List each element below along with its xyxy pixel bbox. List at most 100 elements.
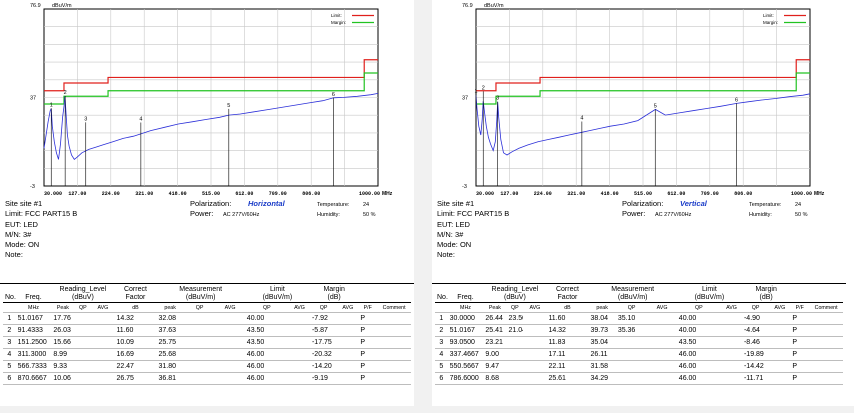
report-panel-vertical: 76.9 dBuV/m 37 -3 30.000 127.00 224.00 321.00 41… [432, 0, 846, 406]
row-limit-avg [288, 372, 310, 385]
mode-value: ON [27, 240, 40, 250]
mn-label: M/N: [437, 229, 453, 239]
marker-label: 1 [474, 89, 477, 95]
mn-label: M/N: [5, 229, 21, 239]
row-meas-peak: 25.75 [156, 336, 184, 349]
row-limit-qp: 40.00 [676, 324, 721, 337]
row-meas-avg [647, 348, 677, 361]
eut-label: EUT: [5, 219, 22, 229]
row-peak: 26.03 [51, 324, 75, 337]
site-label: Site [5, 199, 18, 208]
sub-lqp: QP [244, 302, 289, 313]
row-margin-qp: -4.90 [741, 312, 770, 325]
row-pass-fail: P [358, 360, 378, 373]
temperature-label: Temperature: [317, 202, 350, 208]
row-avg [523, 312, 547, 325]
row-meas-avg [647, 360, 677, 373]
row-comment [809, 360, 843, 373]
marker-label: 2 [482, 85, 485, 91]
row-qp [74, 336, 92, 349]
row-meas-peak: 35.04 [588, 336, 616, 349]
emission-chart: 76.9 dBuV/m37-330.000 127.00 224.00 321.00 41… [462, 3, 825, 197]
sub-peak: Peak [483, 302, 507, 313]
sub-mpeak: peak [156, 302, 184, 313]
row-no: 1 [435, 312, 448, 325]
sub-db: dB [546, 302, 589, 313]
row-freq: 337.4667 [447, 348, 484, 361]
row-meas-qp [615, 360, 648, 373]
row-margin-avg [337, 324, 359, 337]
panel-gap [414, 0, 432, 413]
y-axis-unit: dBuV/m [52, 3, 72, 9]
marker-label: 1 [50, 102, 53, 108]
hdr-limit: Limit (dBuV/m) [694, 286, 725, 301]
row-pass-fail: P [358, 348, 378, 361]
measurement-trace [475, 93, 811, 156]
row-meas-qp [615, 372, 648, 385]
row-freq: 93.0500 [447, 336, 484, 349]
row-margin-qp: -19.89 [741, 348, 770, 361]
mode-label: Mode: [5, 240, 26, 250]
row-pass-fail: P [790, 360, 810, 373]
table-row: 4 311.3000 8.99 16.69 25.68 46.00 -20.32 P [3, 348, 411, 361]
power-value: AC 277V/60Hz [655, 212, 692, 219]
row-qp [74, 348, 92, 361]
row-no: 4 [435, 348, 448, 361]
y-axis-unit: dBuV/m [484, 3, 504, 9]
row-pass-fail: P [358, 372, 378, 385]
row-margin-qp: -8.46 [741, 336, 770, 349]
row-avg [91, 324, 115, 337]
row-qp [74, 360, 92, 373]
row-qp [506, 336, 524, 349]
row-avg [91, 336, 115, 349]
x-tick-label: 1000.00 [791, 191, 812, 197]
row-correct-factor: 11.60 [546, 312, 589, 325]
sub-mgqp: QP [309, 302, 338, 313]
table-top-rule [432, 283, 846, 284]
measurement-trace [43, 93, 379, 160]
x-tick-label: 612.00 [667, 191, 685, 197]
row-peak: 23.21 [483, 336, 507, 349]
row-meas-qp [183, 336, 216, 349]
row-peak: 15.66 [51, 336, 75, 349]
legend-margin-label: Margin: [331, 20, 346, 25]
y-axis-label-37: 37 [30, 95, 36, 101]
hdr-no: No. [437, 294, 448, 301]
row-qp: 21.04 [506, 324, 524, 337]
sub-mavg: AVG [647, 302, 677, 313]
sub-mgqp: QP [741, 302, 770, 313]
note-label: Note: [437, 250, 455, 260]
limit-label: Limit: [5, 209, 23, 219]
sub-mqp: QP [615, 302, 648, 313]
hdr-limit: Limit (dBuV/m) [262, 286, 293, 301]
row-meas-qp [183, 324, 216, 337]
row-limit-qp: 40.00 [676, 312, 721, 325]
site-value: site #1 [452, 199, 475, 208]
row-avg [91, 312, 115, 325]
row-meas-peak: 25.68 [156, 348, 184, 361]
measurement-table: No. Freq. Reading_Level (dBuV) Correct Fac… [435, 285, 843, 385]
row-no: 2 [3, 324, 16, 337]
row-avg [91, 372, 115, 385]
row-correct-factor: 17.11 [546, 348, 589, 361]
marker-label: 6 [332, 92, 335, 98]
row-margin-qp: -11.71 [741, 372, 770, 385]
table-row: 5 566.7333 9.33 22.47 31.80 46.00 -14.20 P [3, 360, 411, 373]
row-margin-avg [769, 312, 791, 325]
x-tick-label: 1000.00 [359, 191, 380, 197]
row-meas-peak: 26.11 [588, 348, 616, 361]
row-qp: 23.50 [506, 312, 524, 325]
row-freq: 51.0167 [447, 324, 484, 337]
sub-mhz: MHz [447, 302, 484, 313]
hdr-margin: Margin (dB) [323, 286, 345, 301]
row-margin-qp: -5.87 [309, 324, 338, 337]
limit-line [476, 59, 810, 92]
polarization-label: Polarization: [190, 199, 232, 208]
legend-margin-label: Margin: [763, 20, 778, 25]
row-meas-avg [647, 372, 677, 385]
marker-label: 5 [654, 103, 657, 109]
row-meas-avg [647, 312, 677, 325]
row-margin-avg [337, 372, 359, 385]
row-limit-avg [288, 360, 310, 373]
